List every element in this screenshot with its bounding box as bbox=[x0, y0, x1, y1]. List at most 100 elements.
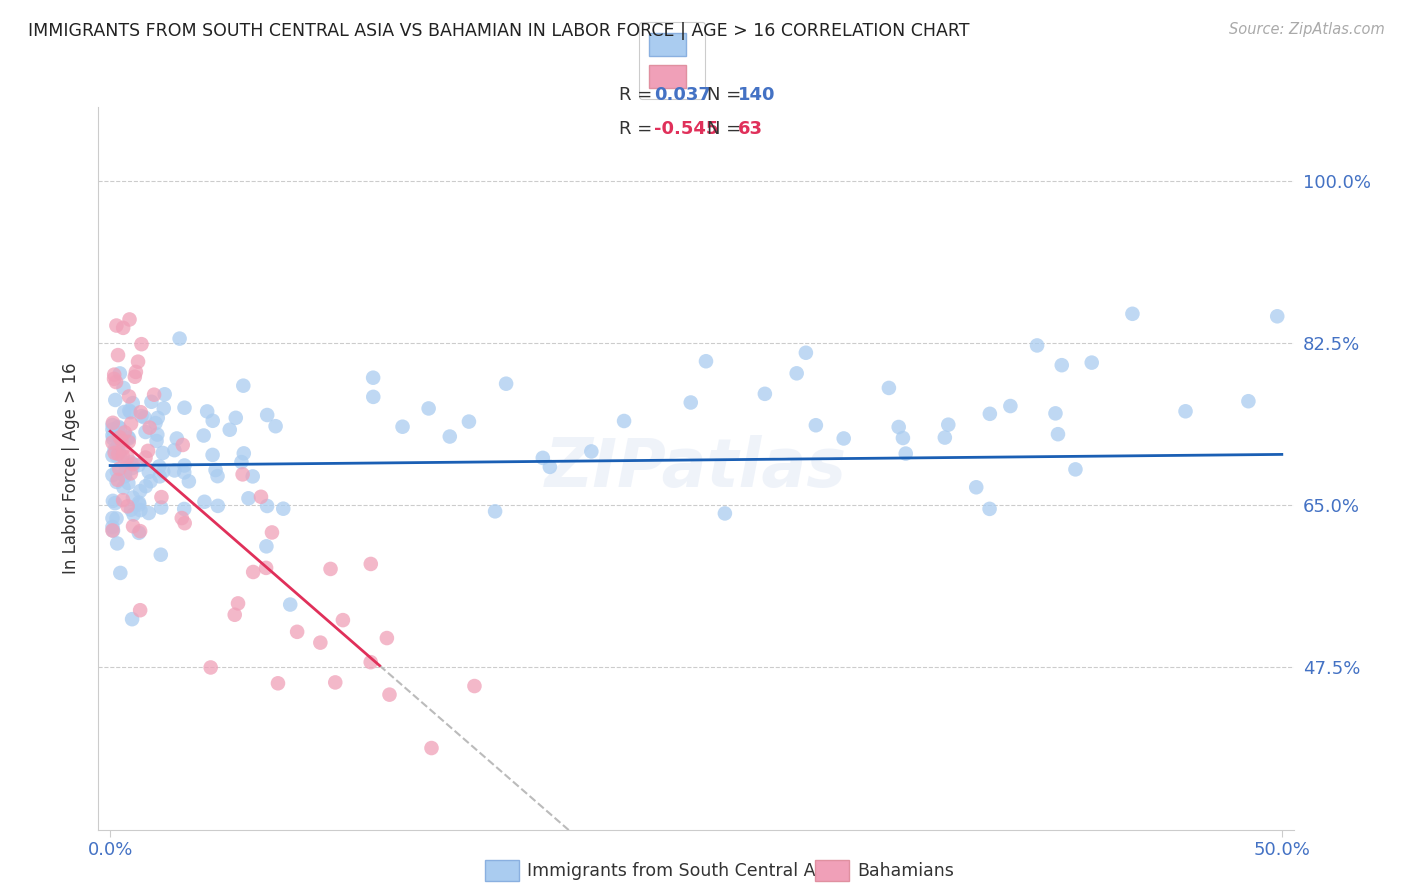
Point bbox=[112, 381, 135, 395]
Point bbox=[105, 475, 128, 489]
Point bbox=[232, 446, 254, 460]
Text: Bahamians: Bahamians bbox=[858, 862, 955, 880]
Point bbox=[360, 655, 382, 669]
Point bbox=[131, 337, 153, 351]
Point bbox=[152, 465, 174, 479]
Point bbox=[101, 418, 124, 433]
Point bbox=[111, 449, 134, 463]
Point bbox=[131, 409, 153, 423]
Point bbox=[118, 431, 141, 445]
Point bbox=[121, 612, 143, 626]
Point bbox=[108, 367, 131, 381]
Legend: , : , bbox=[638, 22, 706, 99]
Point bbox=[124, 369, 146, 384]
Point bbox=[204, 463, 226, 477]
Point bbox=[129, 405, 152, 419]
Point bbox=[1064, 462, 1087, 476]
Point bbox=[101, 432, 124, 446]
Text: 63: 63 bbox=[738, 120, 763, 138]
Point bbox=[118, 312, 141, 326]
Point bbox=[264, 419, 287, 434]
Point bbox=[177, 475, 200, 489]
Point bbox=[122, 508, 145, 522]
Point bbox=[120, 502, 142, 516]
Point bbox=[169, 332, 191, 346]
Point bbox=[118, 389, 141, 403]
Point bbox=[121, 457, 143, 471]
Point bbox=[143, 387, 166, 401]
Point bbox=[391, 419, 413, 434]
Point bbox=[101, 435, 124, 450]
Point bbox=[679, 395, 702, 409]
Point bbox=[105, 450, 128, 464]
Point bbox=[256, 408, 278, 422]
Point bbox=[463, 679, 485, 693]
Point bbox=[129, 603, 152, 617]
Point bbox=[979, 501, 1001, 516]
Point bbox=[1080, 356, 1102, 370]
Point bbox=[173, 516, 195, 531]
Point bbox=[129, 524, 152, 538]
Text: R =: R = bbox=[619, 120, 658, 138]
Point bbox=[832, 432, 855, 446]
Point bbox=[139, 475, 162, 489]
Point bbox=[103, 372, 125, 386]
Point bbox=[695, 354, 717, 368]
Point bbox=[193, 495, 215, 509]
Point bbox=[242, 469, 264, 483]
Point bbox=[112, 493, 135, 508]
Point bbox=[115, 460, 138, 475]
Point bbox=[129, 484, 152, 499]
Text: Source: ZipAtlas.com: Source: ZipAtlas.com bbox=[1229, 22, 1385, 37]
Point bbox=[332, 613, 354, 627]
Point bbox=[101, 468, 124, 483]
Point bbox=[150, 500, 173, 515]
Point bbox=[173, 401, 195, 415]
Point bbox=[1026, 338, 1049, 352]
Point bbox=[128, 458, 150, 472]
Point bbox=[319, 562, 342, 576]
Text: R =: R = bbox=[619, 87, 658, 104]
Point bbox=[150, 490, 173, 504]
Point bbox=[110, 566, 132, 580]
Point bbox=[894, 447, 917, 461]
Point bbox=[135, 425, 157, 439]
Point bbox=[128, 496, 150, 510]
Point bbox=[128, 498, 150, 512]
Point bbox=[1265, 310, 1288, 324]
Point bbox=[420, 741, 443, 756]
Point bbox=[118, 403, 141, 417]
Point bbox=[114, 468, 136, 483]
Point bbox=[129, 503, 152, 517]
Point bbox=[107, 348, 129, 362]
Point bbox=[360, 557, 382, 571]
Point bbox=[134, 410, 156, 425]
Point bbox=[232, 467, 254, 482]
Point bbox=[226, 596, 249, 610]
Point bbox=[146, 427, 169, 442]
Point bbox=[118, 434, 141, 449]
Point bbox=[232, 378, 254, 392]
Point bbox=[122, 519, 145, 533]
Point bbox=[1121, 307, 1143, 321]
Point bbox=[172, 438, 194, 452]
Point bbox=[104, 496, 127, 510]
Point bbox=[260, 525, 283, 540]
Point bbox=[105, 318, 128, 333]
Point bbox=[1000, 399, 1022, 413]
Point bbox=[193, 428, 215, 442]
Point bbox=[538, 459, 561, 474]
Point bbox=[120, 405, 142, 419]
Point bbox=[121, 491, 143, 505]
Text: ZIPatlas: ZIPatlas bbox=[546, 435, 846, 501]
Text: IMMIGRANTS FROM SOUTH CENTRAL ASIA VS BAHAMIAN IN LABOR FORCE | AGE > 16 CORRELA: IMMIGRANTS FROM SOUTH CENTRAL ASIA VS BA… bbox=[28, 22, 970, 40]
Point bbox=[138, 506, 160, 520]
Point bbox=[101, 422, 124, 436]
Point bbox=[110, 434, 132, 448]
Text: N =: N = bbox=[707, 87, 747, 104]
Point bbox=[786, 367, 808, 381]
Point bbox=[105, 375, 128, 389]
Point bbox=[148, 459, 170, 474]
Point bbox=[1045, 406, 1067, 420]
Point bbox=[794, 345, 817, 359]
